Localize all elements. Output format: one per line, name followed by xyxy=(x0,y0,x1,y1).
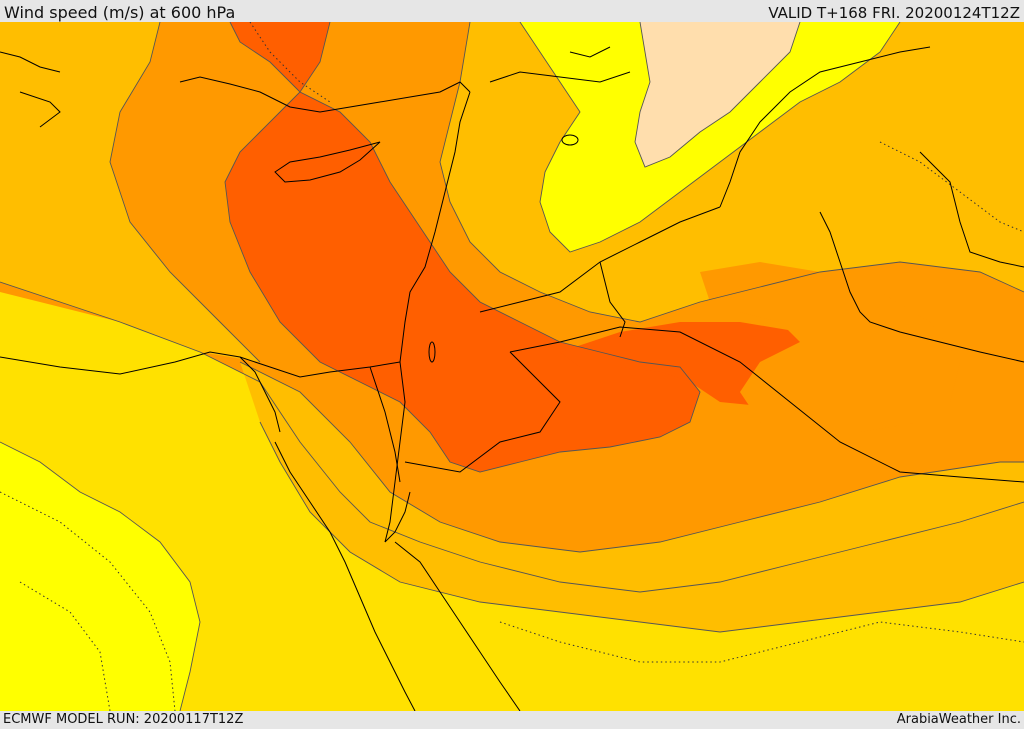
credit: ArabiaWeather Inc. xyxy=(896,712,1021,727)
map-canvas xyxy=(0,22,1024,711)
wind-zone-amber-west xyxy=(0,22,260,362)
wind-zone-yellow-southwest xyxy=(0,442,200,711)
header-bar: Wind speed (m/s) at 600 hPa VALID T+168 … xyxy=(0,0,1024,22)
country-borders xyxy=(0,46,1024,711)
wind-zone-pale-core xyxy=(635,22,800,167)
map-title: Wind speed (m/s) at 600 hPa xyxy=(4,3,236,22)
valid-time: VALID T+168 FRI. 20200124T12Z xyxy=(768,4,1020,22)
wind-zone-amber-south xyxy=(240,362,1024,632)
model-run: ECMWF MODEL RUN: 20200117T12Z xyxy=(3,712,244,727)
wind-zone-yellow-north xyxy=(520,22,900,252)
footer-bar: ECMWF MODEL RUN: 20200117T12Z ArabiaWeat… xyxy=(0,711,1024,729)
wind-speed-contours xyxy=(0,22,1024,711)
wind-speed-map[interactable] xyxy=(0,22,1024,711)
secondary-isotachs xyxy=(0,22,1024,711)
wind-zone-orange-east xyxy=(700,262,960,437)
inland-water xyxy=(428,134,579,363)
